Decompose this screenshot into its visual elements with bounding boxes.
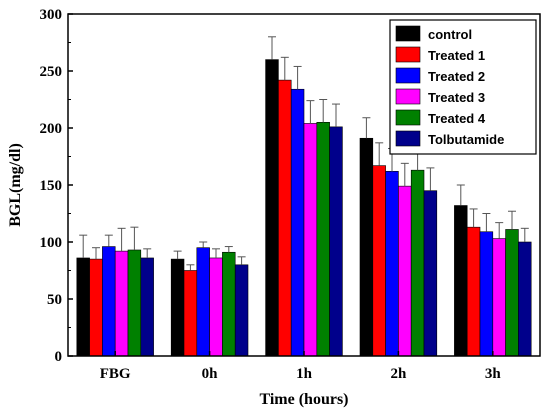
bar-treated-2-3h [479, 231, 494, 357]
error-bar [332, 103, 340, 127]
bar-treated-4-0h [222, 251, 236, 357]
error-bar [426, 167, 435, 191]
error-bar [482, 213, 491, 232]
error-bar [237, 256, 246, 265]
x-tick-label: FBG [100, 366, 131, 382]
bar-treated-3-1h [303, 123, 318, 357]
bar-treated-1-0h [183, 270, 198, 357]
legend-label: Treated 1 [428, 48, 485, 63]
bars-layer [76, 59, 532, 357]
x-axis-label: Time (hours) [259, 391, 348, 408]
bar-tolbutamide-fbg [140, 257, 154, 357]
y-tick-label: 50 [47, 292, 62, 308]
error-bar [495, 222, 504, 239]
bar-treated-3-3h [492, 238, 506, 357]
x-tick-label: 0h [202, 366, 219, 382]
error-bar [293, 65, 302, 90]
error-bar [520, 227, 529, 242]
x-tick-label: 1h [296, 366, 313, 382]
error-bar [319, 99, 328, 123]
bar-treated-1-2h [372, 165, 386, 357]
y-tick-label: 0 [55, 349, 63, 365]
x-axis: FBG 0h 1h 2h 3h [100, 351, 502, 382]
error-bar [224, 246, 233, 253]
error-bar [268, 36, 276, 60]
bar-control-2h [359, 137, 374, 357]
legend-swatch [395, 67, 421, 84]
bar-tolbutamide-0h [234, 264, 249, 357]
legend-label: Tolbutamide [428, 132, 504, 147]
bar-tolbutamide-1h [329, 126, 343, 357]
error-bar [104, 234, 113, 247]
bar-treated-3-fbg [114, 250, 129, 357]
error-bar [199, 241, 208, 248]
bar-treated-4-1h [316, 122, 330, 357]
bar-treated-2-1h [290, 88, 305, 357]
y-tick-label: 300 [40, 7, 63, 23]
bar-treated-4-2h [410, 169, 425, 357]
x-tick-label: 2h [390, 366, 407, 382]
error-bar [280, 56, 289, 81]
bar-control-3h [454, 205, 468, 357]
bar-control-0h [170, 258, 185, 357]
error-bar [117, 227, 126, 252]
y-tick-label: 250 [40, 64, 63, 80]
bar-tolbutamide-3h [518, 241, 532, 357]
error-bar [375, 142, 384, 166]
x-tick-label: 3h [485, 366, 502, 382]
error-bar [212, 248, 220, 258]
bar-treated-2-fbg [102, 246, 116, 357]
error-bar [400, 162, 409, 187]
legend-label: Treated 4 [428, 111, 486, 126]
error-bar [469, 208, 478, 228]
error-bar [186, 264, 195, 271]
bar-control-1h [265, 59, 279, 357]
error-bar [92, 247, 100, 260]
error-bar [173, 250, 182, 260]
bar-treated-4-fbg [127, 249, 142, 357]
bar-control-fbg [76, 257, 90, 357]
error-bar [130, 226, 139, 250]
y-tick-label: 100 [40, 235, 63, 251]
y-axis: 0 50 100 150 200 250 300 [40, 7, 73, 365]
error-bar [508, 210, 516, 230]
error-bar [143, 248, 152, 258]
legend-swatch [395, 130, 421, 147]
bar-treated-4-3h [505, 229, 519, 357]
legend-swatch [395, 109, 421, 126]
error-bars-layer [79, 36, 529, 271]
bar-treated-1-3h [466, 226, 481, 357]
bar-treated-2-0h [196, 247, 210, 357]
y-tick-label: 200 [40, 121, 63, 137]
bar-treated-1-1h [278, 79, 292, 357]
legend-swatch [395, 25, 421, 42]
error-bar [306, 100, 315, 124]
error-bar [362, 117, 371, 139]
legend-label: Treated 2 [428, 69, 485, 84]
error-bar [456, 184, 465, 206]
legend: control Treated 1 Treated 2 Treated 3 Treate… [389, 19, 537, 155]
bar-treated-3-0h [209, 257, 223, 357]
y-axis-label: BGL(mg/dl) [7, 143, 24, 227]
bar-treated-2-2h [385, 171, 399, 357]
legend-swatch [395, 46, 421, 63]
bar-tolbutamide-2h [423, 190, 438, 357]
bar-treated-3-2h [398, 185, 412, 357]
legend-swatch [395, 88, 421, 105]
legend-label: control [428, 27, 472, 42]
error-bar [79, 234, 88, 258]
legend-label: Treated 3 [428, 90, 485, 105]
y-tick-label: 150 [40, 178, 63, 194]
bar-treated-1-fbg [89, 258, 103, 357]
